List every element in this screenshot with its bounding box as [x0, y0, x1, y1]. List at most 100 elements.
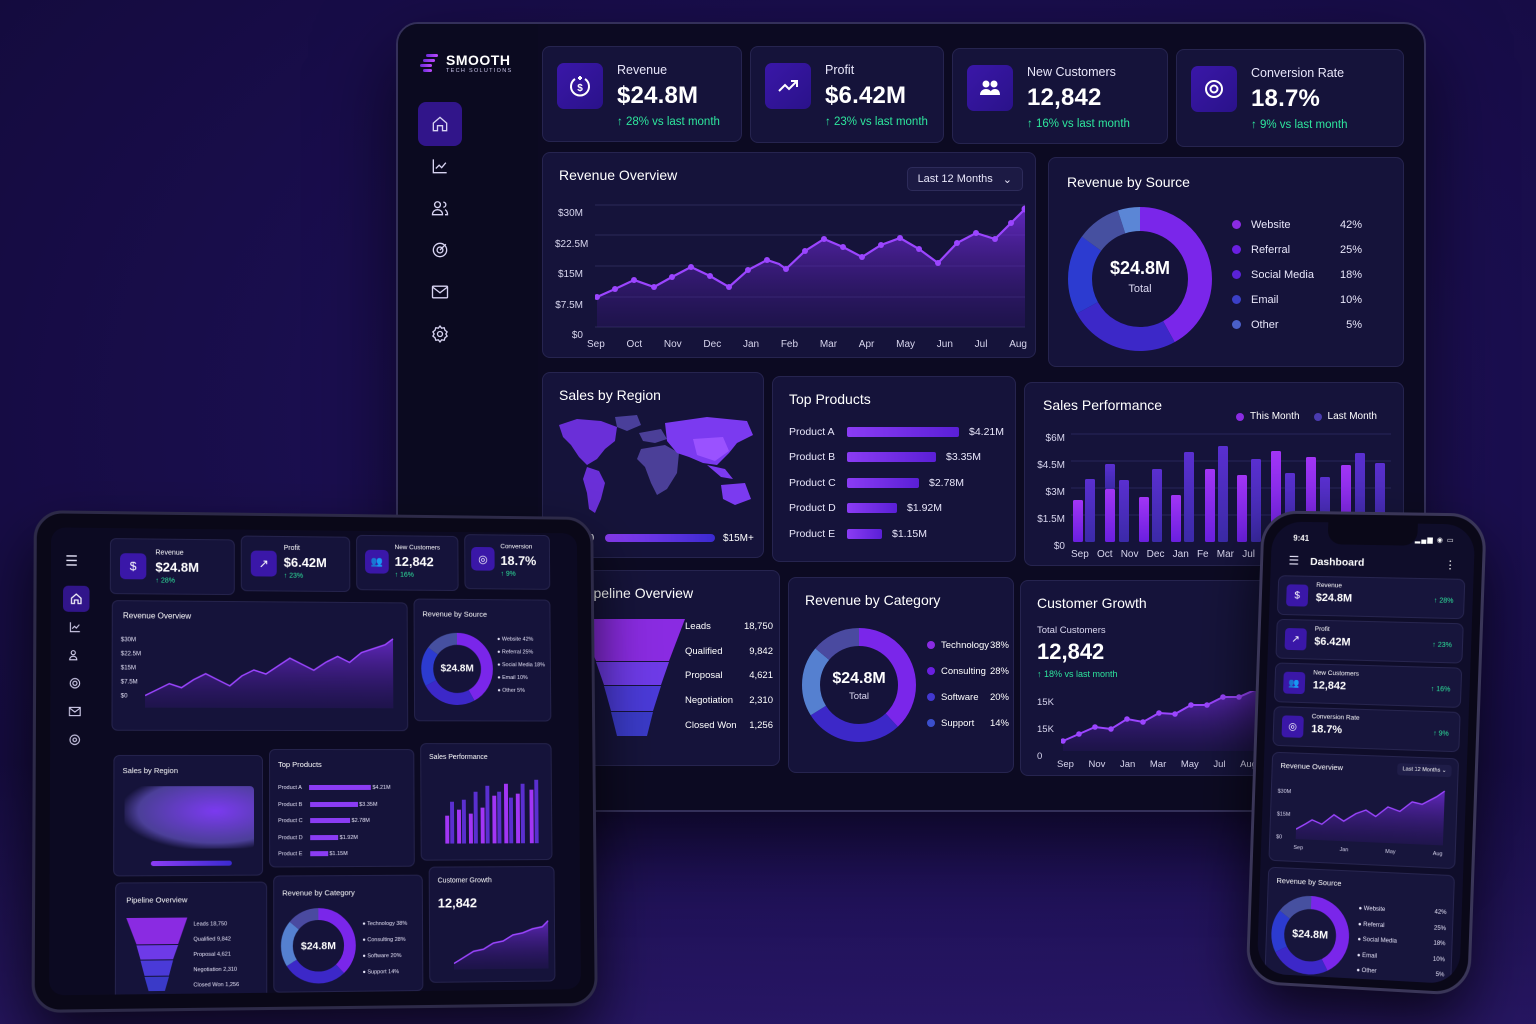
kpi-card-conversion-rate[interactable]: Conversion Rate 18.7% ↑ 9% vs last month: [1176, 49, 1404, 147]
phone-kpi-revenue[interactable]: $ Revenue $24.8M ↑ 28%: [1277, 575, 1465, 619]
date-range-dropdown[interactable]: Last 12 Months ⌄: [1397, 763, 1451, 777]
card-title: Revenue Overview: [1280, 761, 1343, 772]
card-title: Sales Performance: [429, 754, 488, 761]
pipeline-stage: Closed Won 1,256: [685, 720, 773, 745]
legend-item: Technology 38%: [927, 632, 1009, 658]
kpi-card-revenue[interactable]: $ Revenue $24.8M ↑ 28% vs last month: [542, 46, 742, 142]
pipeline-stage: Proposal 4,621: [685, 670, 773, 695]
tablet-pipeline-overview: Pipeline Overview Leads 18,750 Qualified …: [115, 882, 267, 996]
sidebar-item-goals[interactable]: [418, 228, 462, 272]
card-title: Revenue by Category: [805, 592, 940, 608]
chart-line-icon[interactable]: [68, 620, 82, 634]
tablet-nav-home[interactable]: [63, 586, 90, 612]
phone-kpi-new-customers[interactable]: 👥 New Customers 12,842 ↑ 16%: [1274, 662, 1462, 707]
card-title: Top Products: [789, 391, 871, 407]
users-icon[interactable]: [68, 648, 82, 662]
dollar-cycle-icon: $: [120, 553, 146, 579]
legend-label: Website: [1251, 219, 1291, 231]
legend-value: 18%: [1340, 269, 1362, 281]
legend-dot: [1232, 320, 1241, 329]
kpi-card-profit[interactable]: Profit $6.42M ↑ 23% vs last month: [750, 46, 944, 143]
legend-value: 42%: [1340, 219, 1362, 231]
phone-kpi-profit[interactable]: ↗ Profit $6.42M ↑ 23%: [1275, 619, 1463, 664]
date-range-dropdown[interactable]: Last 12 Months ⌄: [907, 167, 1023, 191]
y-tick: $30M: [555, 199, 583, 230]
tablet-kpi-profit[interactable]: ↗ Profit $6.42M ↑ 23%: [241, 536, 351, 593]
kpi-delta: ↑ 9% vs last month: [1251, 119, 1348, 131]
tablet-kpi-conversion[interactable]: ◎ Conversion 18.7% ↑ 9%: [464, 534, 550, 590]
top-products-card: Top Products Product A $4.21M Product B $3…: [772, 376, 1016, 562]
legend-label: This Month: [1250, 411, 1299, 422]
card-title: Customer Growth: [1037, 595, 1147, 611]
y-tick: $15M: [555, 260, 583, 291]
users-icon: 👥: [1283, 672, 1305, 694]
trend-up-icon: ↗: [251, 551, 277, 577]
card-title: Customer Growth: [438, 877, 492, 884]
card-title: Revenue by Source: [1067, 174, 1190, 190]
mail-icon: [430, 282, 450, 302]
phone-revenue-by-source: Revenue by Source $24.8M ● Website 42% ● …: [1264, 867, 1455, 985]
x-tick: Oct: [1097, 549, 1113, 560]
mail-icon[interactable]: [68, 704, 82, 718]
legend-value: 25%: [1340, 244, 1362, 256]
x-tick: Apr: [859, 339, 875, 350]
kpi-value: $6.42M: [284, 555, 327, 570]
tablet-kpi-revenue[interactable]: $ Revenue $24.8M ↑ 28%: [110, 538, 235, 595]
tablet-screen: ☰ $ Revenue $24.8M ↑ 28% ↗ Profit $6.42M…: [49, 527, 581, 995]
customer-growth-line-chart: [454, 919, 551, 970]
logo-mark-icon: [420, 52, 440, 74]
total-customers-label: Total Customers: [1037, 625, 1106, 636]
product-value: $4.21M: [969, 426, 1004, 438]
sidebar-item-settings[interactable]: [418, 312, 462, 356]
y-tick: $0: [555, 321, 583, 352]
kpi-label: Conversion Rate: [1251, 66, 1348, 80]
kpi-value: $24.8M: [155, 560, 199, 575]
donut-total-label: Total: [1067, 283, 1213, 295]
legend-value: 20%: [990, 692, 1009, 703]
target-icon: ◎: [1282, 715, 1304, 738]
x-tick: Aug: [1433, 851, 1443, 857]
phone-device: 9:41 ▂▄▆ ◉ ▭ ☰ Dashboard ⋮ $ Revenue $24…: [1246, 510, 1487, 996]
gear-icon[interactable]: [68, 733, 82, 747]
status-icons: ▂▄▆ ◉ ▭: [1415, 536, 1455, 545]
tablet-revenue-by-source: Revenue by Source $24.8M ● Website 42% ● …: [414, 599, 552, 722]
svg-text:$24.8M: $24.8M: [1292, 928, 1328, 942]
sidebar-item-messages[interactable]: [418, 270, 462, 314]
kpi-label: Revenue: [1316, 582, 1342, 590]
source-donut-chart: $24.8M: [421, 627, 494, 710]
kpi-label: Profit: [284, 545, 300, 552]
kpi-label: Revenue: [155, 550, 183, 557]
legend-item: Referral 25%: [1232, 237, 1362, 262]
y-tick: $1.5M: [1037, 506, 1065, 533]
kpi-card-new-customers[interactable]: New Customers 12,842 ↑ 16% vs last month: [952, 48, 1168, 144]
stage-value: 4,621: [749, 670, 773, 695]
kpi-label: New Customers: [1027, 65, 1130, 79]
x-tick: Jan: [1173, 549, 1189, 560]
category-donut-chart: $24.8M Total: [801, 624, 917, 746]
x-tick: Jan: [1339, 847, 1348, 853]
y-tick: $30M: [1277, 781, 1291, 804]
x-tick: Aug: [1009, 339, 1027, 350]
tablet-kpi-new-customers[interactable]: 👥 New Customers 12,842 ↑ 16%: [356, 535, 459, 591]
target-icon[interactable]: [68, 676, 82, 690]
dropdown-value: Last 12 Months: [918, 173, 993, 185]
growth-delta: ↑ 18% vs last month: [1037, 669, 1118, 679]
x-tick: Fe: [1197, 549, 1209, 560]
kpi-value: $6.42M: [1314, 636, 1351, 649]
revenue-overview-card: Revenue Overview Last 12 Months ⌄ $30M $2…: [542, 152, 1036, 358]
revenue-line-chart: [595, 201, 1025, 329]
stage-label: Qualified: [685, 646, 723, 671]
phone-kpi-conversion[interactable]: ◎ Conversion Rate 18.7% ↑ 9%: [1272, 706, 1460, 752]
sidebar-item-home[interactable]: [418, 102, 462, 146]
product-row: Product B $3.35M: [789, 445, 1013, 471]
kpi-delta: ↑ 9%: [501, 571, 516, 578]
more-options-icon[interactable]: ⋮: [1444, 558, 1456, 571]
legend-dot: [1232, 270, 1241, 279]
sidebar-item-customers[interactable]: [418, 186, 462, 230]
hamburger-menu-icon[interactable]: ☰: [65, 554, 79, 568]
card-title: Pipeline Overview: [126, 895, 187, 905]
hamburger-menu-icon[interactable]: ☰: [1288, 554, 1299, 568]
tablet-nav: [68, 620, 83, 747]
legend-item: Other 5%: [1232, 312, 1362, 337]
sidebar-item-analytics[interactable]: [418, 144, 462, 188]
